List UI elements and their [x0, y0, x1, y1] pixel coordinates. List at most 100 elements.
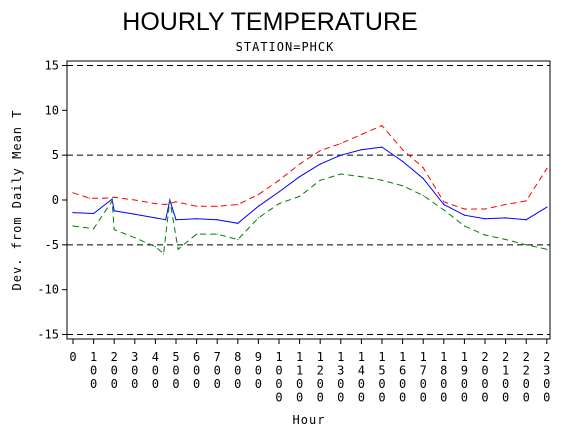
data-point [278, 191, 280, 193]
x-axis-label: Hour [293, 413, 326, 427]
data-point [546, 168, 548, 170]
data-point [196, 205, 198, 207]
data-point [216, 205, 218, 207]
data-point [360, 133, 362, 136]
y-tick-label: 10 [45, 103, 59, 117]
data-point [381, 146, 383, 148]
data-point [257, 194, 259, 196]
y-tick-label: -5 [45, 238, 59, 252]
reference-lines [67, 64, 550, 336]
data-point [443, 209, 445, 211]
data-point [505, 217, 507, 219]
data-point [278, 179, 280, 181]
data-point [402, 185, 404, 187]
data-point [319, 179, 321, 181]
data-point [525, 200, 527, 202]
data-point [154, 246, 156, 248]
data-point [165, 203, 167, 206]
plot-frame [66, 60, 551, 340]
data-point [196, 233, 198, 235]
data-point [134, 213, 136, 215]
data-point [154, 217, 156, 219]
data-point [237, 222, 239, 224]
data-point [88, 197, 91, 199]
data-point [402, 149, 404, 151]
data-point [113, 210, 115, 212]
data-point [505, 238, 507, 241]
series-line-2 [72, 146, 548, 224]
data-point [525, 244, 527, 246]
data-point [134, 237, 136, 239]
data-point [546, 248, 548, 250]
data-point [319, 163, 321, 165]
data-point [196, 218, 198, 220]
y-tick-label: 0 [52, 193, 59, 207]
data-point [340, 173, 342, 175]
data-point [463, 214, 465, 216]
data-point [422, 194, 424, 197]
data-point [484, 234, 486, 236]
data-point [463, 208, 465, 210]
y-tick-label: -15 [37, 328, 59, 342]
data-point [93, 228, 95, 230]
data-point [299, 176, 301, 178]
data-point [381, 125, 383, 127]
data-point [299, 195, 301, 197]
y-axis: -15 -10 -5 0 5 10 15 [37, 58, 67, 342]
x-axis: 0 1 0 0 2 0 0 3 0 0 4 0 0 5 0 0 6 0 0 7 0 0 8 0 0 9 0 0 1 0 0 0 1 1 0 0 1 2 0 0… [69, 339, 550, 405]
data-point [381, 179, 383, 181]
data-point [177, 248, 179, 250]
data-point [93, 212, 95, 215]
data-point [134, 199, 136, 201]
data-series [72, 124, 548, 255]
y-tick-label: -10 [37, 283, 59, 297]
data-point [237, 238, 239, 241]
data-point [340, 154, 342, 156]
data-point [113, 229, 115, 231]
data-point [278, 203, 280, 205]
data-point [72, 192, 74, 194]
y-tick-label: 15 [45, 58, 59, 72]
data-point [402, 160, 404, 162]
chart-subtitle: STATION=PHCK [236, 40, 335, 54]
data-point [546, 206, 548, 208]
data-point [463, 225, 465, 227]
data-point [111, 200, 113, 202]
data-point [525, 219, 527, 221]
data-point [154, 203, 156, 205]
x-tick-label: 0 [69, 350, 76, 364]
data-point [72, 212, 74, 214]
data-point [175, 219, 177, 221]
data-point [484, 218, 486, 220]
data-point [484, 208, 486, 210]
data-point [360, 176, 362, 178]
data-point [443, 203, 445, 206]
data-point [319, 150, 321, 152]
series-line-3 [72, 173, 547, 255]
data-point [299, 163, 301, 165]
data-point [72, 225, 74, 227]
data-point [216, 219, 218, 221]
